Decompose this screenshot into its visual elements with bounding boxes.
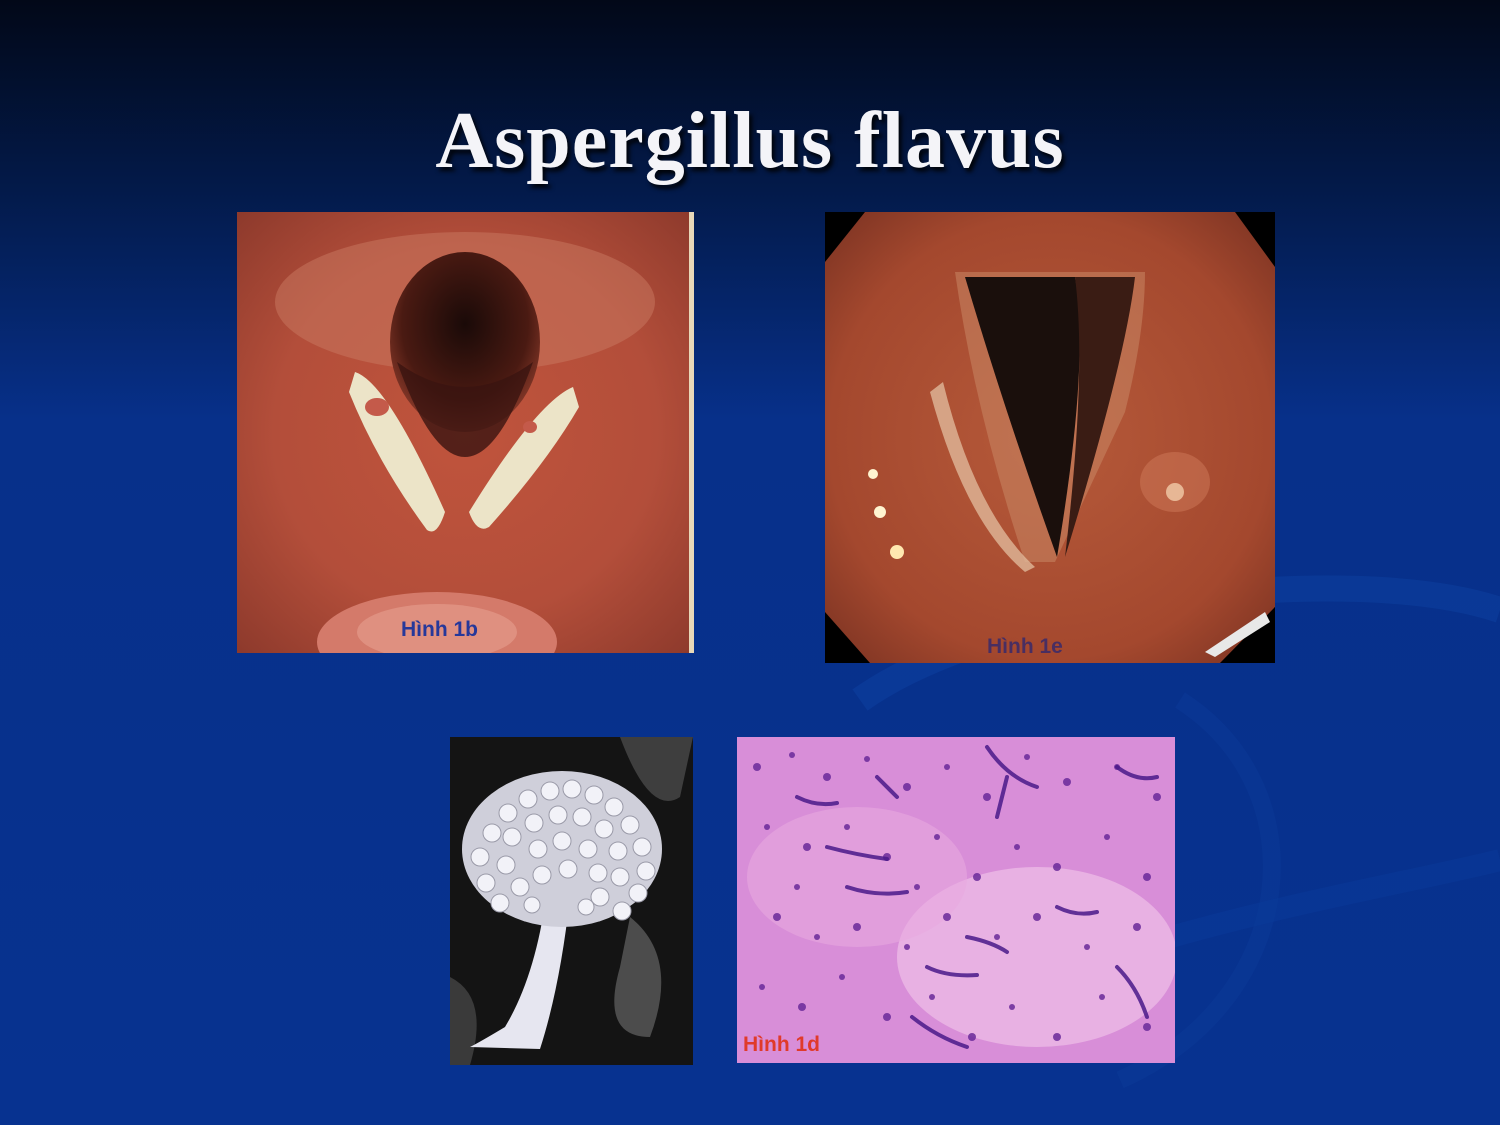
image-caption-1d: Hình 1d bbox=[743, 1033, 820, 1056]
image-caption-1b: Hình 1b bbox=[401, 618, 478, 641]
image-caption-1e: Hình 1e bbox=[987, 635, 1063, 658]
slide-title: Aspergillus flavus bbox=[435, 97, 1065, 185]
histology-image-1d: Hình 1d bbox=[737, 737, 1175, 1063]
conidiophore-micrograph-image bbox=[450, 737, 693, 1065]
laryngoscopy-image-1e: Hình 1e bbox=[825, 212, 1275, 663]
laryngoscopy-image-1b: Hình 1b bbox=[237, 212, 694, 653]
